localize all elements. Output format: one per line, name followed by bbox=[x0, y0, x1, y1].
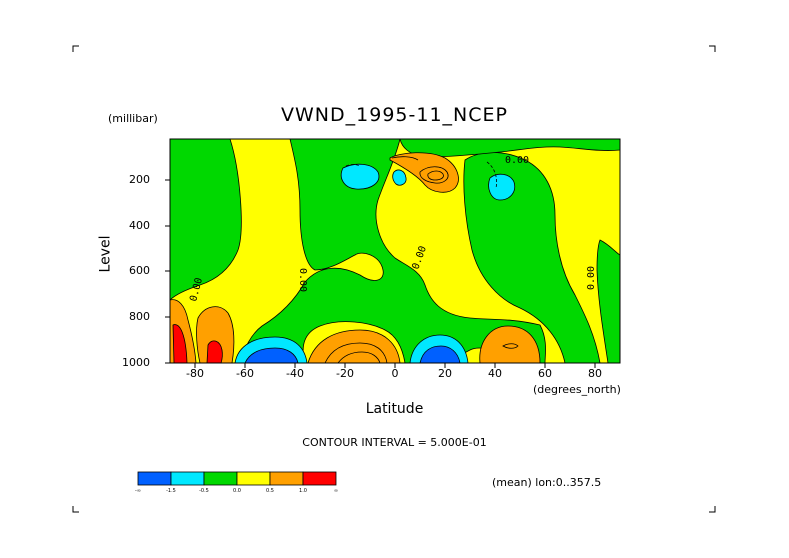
colorbar-label: 0.5 bbox=[266, 488, 274, 494]
colorbar-swatch bbox=[236, 471, 271, 486]
colorbar-swatch bbox=[269, 471, 304, 486]
mean-info-text: (mean) lon:0..357.5 bbox=[492, 476, 602, 489]
contour-interval-text: CONTOUR INTERVAL = 5.000E-01 bbox=[302, 436, 487, 449]
colorbar-label: -∞ bbox=[135, 488, 141, 494]
y-tick-label: 200 bbox=[129, 173, 150, 186]
x-tick-label: -40 bbox=[286, 367, 304, 380]
y-tick-label: 1000 bbox=[122, 356, 150, 369]
y-tick-label: 400 bbox=[129, 219, 150, 232]
green-regions bbox=[169, 138, 621, 364]
x-axis-label: Latitude bbox=[365, 401, 424, 417]
cyan-region-upper-left bbox=[340, 163, 380, 190]
colorbar-swatch bbox=[203, 471, 238, 486]
orange-region-center bbox=[307, 329, 401, 364]
x-tick-label: -60 bbox=[236, 367, 254, 380]
contour-label: 0.00 bbox=[586, 266, 597, 290]
x-tick-label: 0 bbox=[391, 367, 399, 380]
orange-region-right bbox=[479, 325, 541, 364]
cyan-region-upper-mid bbox=[392, 169, 407, 186]
blue-regions bbox=[244, 345, 461, 364]
colorbar-swatch bbox=[170, 471, 205, 486]
red-regions bbox=[172, 324, 223, 364]
corner-marks bbox=[72, 45, 716, 513]
x-tick-label: 40 bbox=[488, 367, 502, 380]
colorbar-label: -1.5 bbox=[166, 488, 176, 494]
colorbar-label: 1.0 bbox=[299, 488, 307, 494]
x-tick-label: -20 bbox=[336, 367, 354, 380]
cyan-region-upper-right bbox=[488, 173, 516, 201]
chart-title: VWND_1995-11_NCEP bbox=[281, 104, 508, 126]
x-tick-label: -80 bbox=[186, 367, 204, 380]
colorbar-label: -0.5 bbox=[199, 488, 209, 494]
x-unit-label: (degrees_north) bbox=[533, 383, 621, 396]
axis-ticks bbox=[165, 179, 596, 368]
blue-region-lower-right bbox=[419, 345, 461, 364]
green-region-right-upper bbox=[463, 152, 601, 364]
contour-label: 0.00 bbox=[297, 268, 308, 292]
contour-label: 0.00 bbox=[505, 155, 529, 166]
green-region-center bbox=[239, 138, 546, 364]
x-tick-label: 60 bbox=[538, 367, 552, 380]
y-unit-label: (millibar) bbox=[108, 112, 158, 125]
orange-regions bbox=[169, 152, 541, 364]
colorbar-swatch bbox=[137, 471, 172, 486]
extra-contour-lines bbox=[324, 156, 519, 364]
green-region-left bbox=[169, 138, 242, 301]
colorbar bbox=[137, 471, 337, 486]
colorbar-labels: -∞ -1.5 -0.5 0.0 0.5 1.0 ∞ bbox=[135, 488, 338, 494]
green-region-right-edge bbox=[596, 239, 621, 364]
colorbar-label: ∞ bbox=[334, 488, 338, 494]
orange-region-left bbox=[196, 306, 235, 364]
colorbar-swatch bbox=[302, 471, 337, 486]
red-region-left bbox=[206, 340, 223, 364]
x-tick-label: 80 bbox=[588, 367, 602, 380]
y-tick-label: 600 bbox=[129, 264, 150, 277]
y-tick-label: 800 bbox=[129, 310, 150, 323]
colorbar-label: 0.0 bbox=[233, 488, 241, 494]
blue-region-lower-left bbox=[244, 347, 299, 364]
x-tick-label: 20 bbox=[438, 367, 452, 380]
